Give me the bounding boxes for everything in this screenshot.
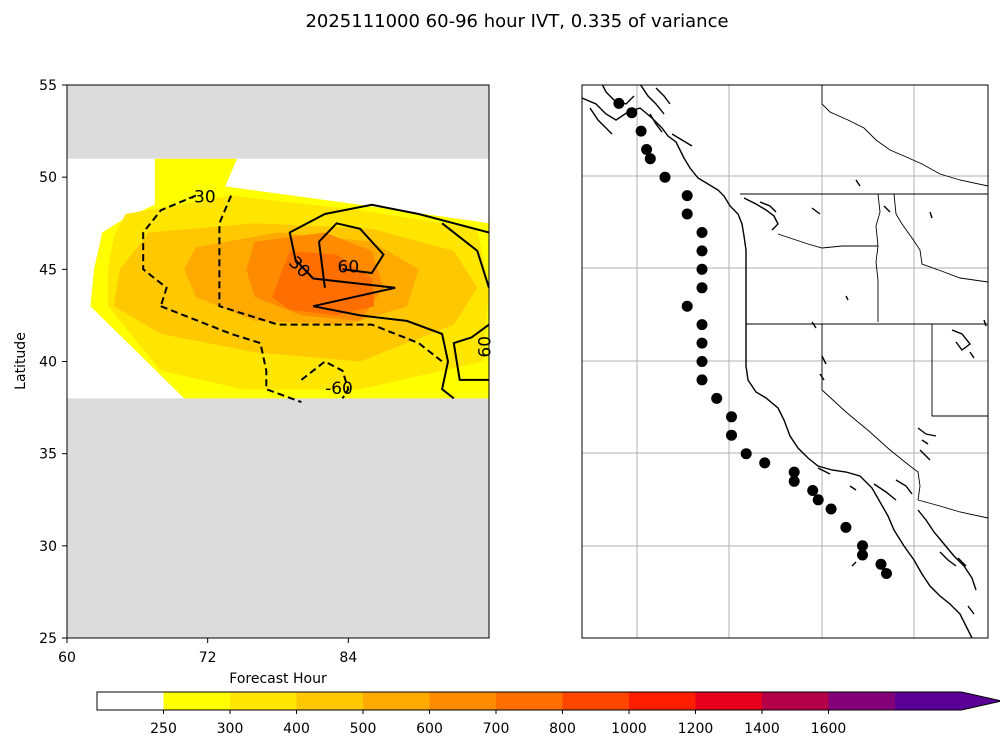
colorbar-label: 1000 — [611, 721, 647, 737]
colorbar-segment — [363, 692, 430, 710]
colorbar-label: 800 — [549, 721, 576, 737]
colorbar-segment — [297, 692, 364, 710]
x-tick-label: 72 — [199, 650, 217, 666]
colorbar-segment — [629, 692, 696, 710]
coastal-marker — [626, 107, 637, 118]
colorbar-segment — [97, 692, 164, 710]
coastal-marker — [636, 126, 647, 137]
colorbar-segment — [563, 692, 630, 710]
coastal-marker — [697, 356, 708, 367]
coastal-marker — [741, 448, 752, 459]
y-tick-label: 45 — [39, 262, 57, 278]
coastal-marker — [807, 485, 818, 496]
colorbar-segments — [97, 692, 1000, 710]
right-map-panel — [582, 80, 988, 694]
left-panel: -30 30 60 -60 60 60 72 84 25 30 35 40 45 50 55 Forec… — [13, 78, 495, 687]
contour-label: -60 — [325, 379, 353, 399]
colorbar-label: 1400 — [744, 721, 780, 737]
y-axis-ticks: 25 30 35 40 45 50 55 — [39, 78, 67, 647]
coastal-marker — [660, 172, 671, 183]
colorbar-segment — [762, 692, 829, 710]
figure-title: 2025111000 60-96 hour IVT, 0.335 of vari… — [305, 11, 728, 32]
y-axis-label: Latitude — [13, 332, 29, 390]
coastal-marker — [789, 476, 800, 487]
colorbar-label: 300 — [217, 721, 244, 737]
colorbar-label: 600 — [416, 721, 443, 737]
coastal-marker — [697, 282, 708, 293]
colorbar-label: 250 — [150, 721, 177, 737]
coastal-marker — [697, 338, 708, 349]
colorbar-labels: 250 300 400 500 600 700 800 1000 1200 1400 1600 — [150, 710, 846, 737]
colorbar: 250 300 400 500 600 700 800 1000 1200 1400 1600 — [97, 692, 1000, 737]
y-tick-label: 30 — [39, 539, 57, 555]
coastal-marker — [857, 550, 868, 561]
y-tick-label: 50 — [39, 170, 57, 186]
coastal-marker — [711, 393, 722, 404]
masked-region — [67, 85, 489, 159]
colorbar-segment — [895, 692, 962, 710]
masked-region — [67, 398, 489, 638]
y-tick-label: 40 — [39, 355, 57, 371]
y-tick-label: 25 — [39, 631, 57, 647]
colorbar-label: 1200 — [678, 721, 714, 737]
colorbar-segment — [230, 692, 297, 710]
coastal-marker — [645, 153, 656, 164]
colorbar-label: 400 — [283, 721, 310, 737]
coastal-marker — [682, 209, 693, 220]
coastal-marker — [697, 319, 708, 330]
coastal-marker — [613, 98, 624, 109]
colorbar-segment — [696, 692, 763, 710]
coastal-marker — [759, 457, 770, 468]
coastal-marker — [697, 245, 708, 256]
y-tick-label: 35 — [39, 447, 57, 463]
contour-label: 60 — [475, 336, 495, 358]
colorbar-segment — [496, 692, 563, 710]
coastal-marker — [697, 264, 708, 275]
contour-label: 60 — [338, 257, 360, 277]
coastal-marker — [813, 494, 824, 505]
colorbar-label: 1600 — [811, 721, 847, 737]
x-tick-label: 60 — [58, 650, 76, 666]
coastal-marker — [697, 374, 708, 385]
colorbar-segment — [164, 692, 231, 710]
x-axis-ticks: 60 72 84 — [58, 638, 357, 666]
coastal-marker — [726, 411, 737, 422]
colorbar-segment — [430, 692, 497, 710]
coastal-marker — [682, 190, 693, 201]
coastal-marker — [876, 559, 887, 570]
colorbar-extend-arrow — [962, 692, 1000, 710]
contour-label: -30 — [188, 187, 216, 207]
coastal-marker — [726, 430, 737, 441]
coastal-marker — [682, 301, 693, 312]
coastal-marker — [840, 522, 851, 533]
x-tick-label: 84 — [339, 650, 357, 666]
colorbar-segment — [829, 692, 896, 710]
x-axis-label: Forecast Hour — [229, 671, 327, 687]
colorbar-label: 700 — [483, 721, 510, 737]
coastal-marker — [697, 227, 708, 238]
colorbar-label: 500 — [350, 721, 377, 737]
y-tick-label: 55 — [39, 78, 57, 94]
coastal-marker — [881, 568, 892, 579]
coastal-marker — [826, 504, 837, 515]
